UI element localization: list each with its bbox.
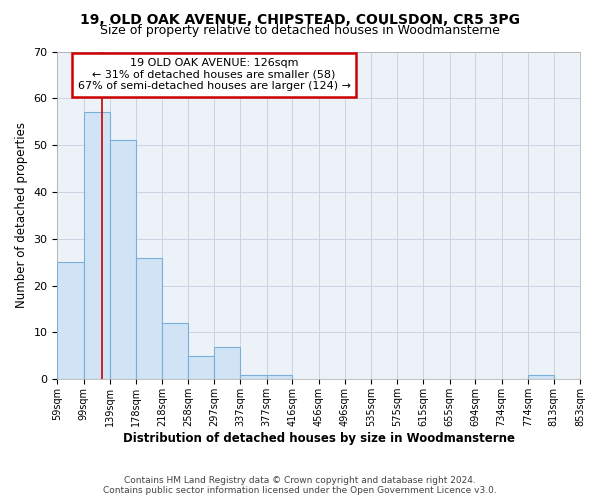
Bar [162,323,188,380]
Y-axis label: Number of detached properties: Number of detached properties [15,122,28,308]
Text: Size of property relative to detached houses in Woodmansterne: Size of property relative to detached ho… [100,24,500,37]
Bar [110,140,136,380]
Bar [188,356,214,380]
X-axis label: Distribution of detached houses by size in Woodmansterne: Distribution of detached houses by size … [123,432,515,445]
Bar [267,374,292,380]
Text: Contains HM Land Registry data © Crown copyright and database right 2024.
Contai: Contains HM Land Registry data © Crown c… [103,476,497,495]
Text: 19 OLD OAK AVENUE: 126sqm
← 31% of detached houses are smaller (58)
67% of semi-: 19 OLD OAK AVENUE: 126sqm ← 31% of detac… [77,58,350,92]
Bar [58,262,84,380]
Bar [136,258,162,380]
Bar [528,374,554,380]
Bar [84,112,110,380]
Bar [214,346,241,380]
Text: 19, OLD OAK AVENUE, CHIPSTEAD, COULSDON, CR5 3PG: 19, OLD OAK AVENUE, CHIPSTEAD, COULSDON,… [80,12,520,26]
Bar [241,374,267,380]
